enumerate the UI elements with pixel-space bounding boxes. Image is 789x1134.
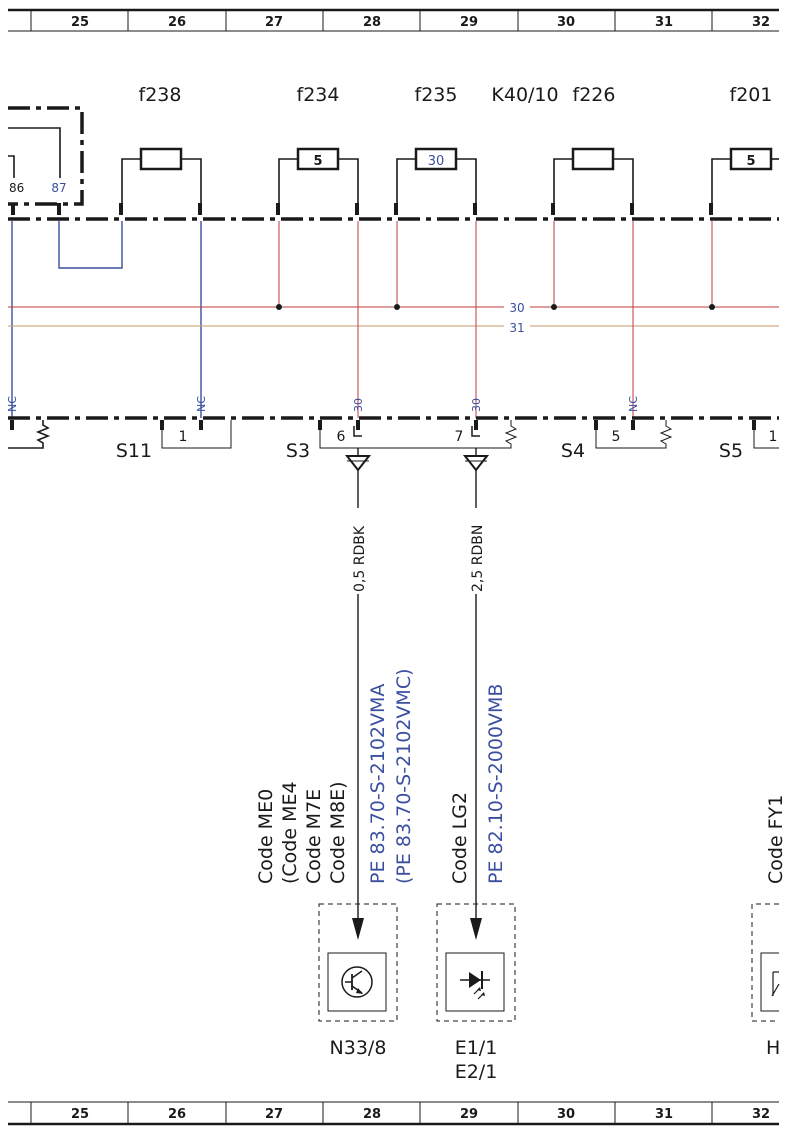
switch-s3-pin-7: 7 — [455, 429, 464, 445]
code-m7e: Code M7E — [303, 789, 325, 884]
top-ruler: 25 26 27 28 29 30 31 32 — [8, 8, 779, 32]
component-n33-8 — [318, 903, 398, 1022]
blue-wire-relay-loop — [58, 221, 123, 269]
ruler-col-30: 30 — [557, 15, 575, 30]
relay-label-k40-10: K40/10 — [491, 84, 558, 106]
switch-s4-label: S4 — [561, 440, 585, 462]
ruler-col-31: 31 — [655, 15, 673, 30]
code-fy1: Code FY1 — [765, 795, 787, 884]
switch-s3: 6 7 S3 — [286, 420, 518, 462]
pin-label-30-s3a: 30 — [352, 398, 365, 412]
bottom-ruler: 25 26 27 28 29 30 31 32 — [8, 1101, 779, 1126]
ref-pe-2102vmc[interactable]: (PE 83.70-S-2102VMC) — [393, 668, 415, 884]
relay-pin-86: 86 — [9, 181, 24, 195]
ref-pe-2102vma[interactable]: PE 83.70-S-2102VMA — [367, 684, 389, 884]
switch-s11-pin: 1 — [179, 429, 188, 445]
switch-left-partial — [8, 420, 51, 449]
fuse-f201: 5 — [711, 147, 779, 210]
ruler-bottom-col-28: 28 — [363, 1107, 381, 1122]
fuse-f234: 5 — [278, 147, 359, 210]
fuse-rating-f234: 5 — [313, 154, 322, 169]
fuse-rating-f235: 30 — [428, 154, 445, 169]
switch-s11-label: S11 — [116, 440, 152, 462]
fuse-label-f201: f201 — [730, 84, 773, 106]
red-wires — [278, 221, 713, 418]
code-lg2: Code LG2 — [449, 792, 471, 884]
wire-label-rdbk: 0,5 RDBK — [352, 525, 368, 592]
ruler-col-25: 25 — [71, 15, 89, 30]
switch-s4-pin: 5 — [612, 429, 621, 445]
switch-s5-label: S5 — [719, 440, 743, 462]
ruler-bottom-col-30: 30 — [557, 1107, 575, 1122]
component-label-e2-1: E2/1 — [455, 1061, 498, 1083]
pin-label-30-s3b: 30 — [470, 398, 483, 412]
relay-pin-87: 87 — [51, 181, 66, 195]
pin-label-nc-s11: NC — [195, 396, 208, 412]
relay-box: 86 87 — [8, 106, 84, 206]
fuse-f226 — [553, 147, 634, 210]
ruler-bottom-col-26: 26 — [168, 1107, 186, 1122]
lower-terminals — [10, 420, 756, 430]
ruler-col-28: 28 — [363, 15, 381, 30]
component-e1-1 — [436, 903, 516, 1022]
switch-s5: 1 S5 — [719, 420, 779, 462]
code-me4: (Code ME4 — [279, 781, 301, 884]
switch-s5-pin: 1 — [769, 429, 778, 445]
component-label-n33-8: N33/8 — [330, 1037, 387, 1059]
ruler-bottom-col-32: 32 — [752, 1107, 770, 1122]
switch-s4: 5 S4 — [561, 420, 673, 462]
switch-s11: 1 S11 — [116, 420, 232, 462]
ruler-bottom-col-25: 25 — [71, 1107, 89, 1122]
ref-pe-2000vmb[interactable]: PE 82.10-S-2000VMB — [485, 684, 507, 884]
upper-terminals — [11, 203, 713, 215]
bus-junction-dots — [276, 304, 715, 310]
ruler-bottom-col-27: 27 — [265, 1107, 283, 1122]
switch-s3-pin-6: 6 — [337, 429, 346, 445]
fuse-rating-f201: 5 — [746, 154, 755, 169]
wire-label-rdbn: 2,5 RDBN — [470, 525, 486, 592]
bus-label-31: 31 — [509, 321, 524, 335]
fuse-f235: 30 — [396, 147, 477, 210]
switch-s3-label: S3 — [286, 440, 310, 462]
ruler-col-32: 32 — [752, 15, 770, 30]
fuse-label-f234: f234 — [297, 84, 340, 106]
fuse-label-f226: f226 — [573, 84, 616, 106]
pin-label-nc-left: NC — [6, 396, 19, 412]
ruler-col-26: 26 — [168, 15, 186, 30]
fuse-label-f238: f238 — [139, 84, 182, 106]
fuse-label-f235: f235 — [415, 84, 458, 106]
ruler-bottom-col-31: 31 — [655, 1107, 673, 1122]
pin-label-nc-s4: NC — [627, 396, 640, 412]
component-h-partial — [751, 903, 780, 1022]
ruler-col-27: 27 — [265, 15, 283, 30]
component-label-h: H — [766, 1037, 780, 1059]
bus-label-30: 30 — [509, 301, 524, 315]
ruler-col-29: 29 — [460, 15, 478, 30]
ruler-bottom-col-29: 29 — [460, 1107, 478, 1122]
code-me0: Code ME0 — [255, 789, 277, 884]
fuse-f238 — [121, 147, 202, 210]
code-m8e: Code M8E) — [327, 781, 349, 884]
component-label-e1-1: E1/1 — [455, 1037, 498, 1059]
